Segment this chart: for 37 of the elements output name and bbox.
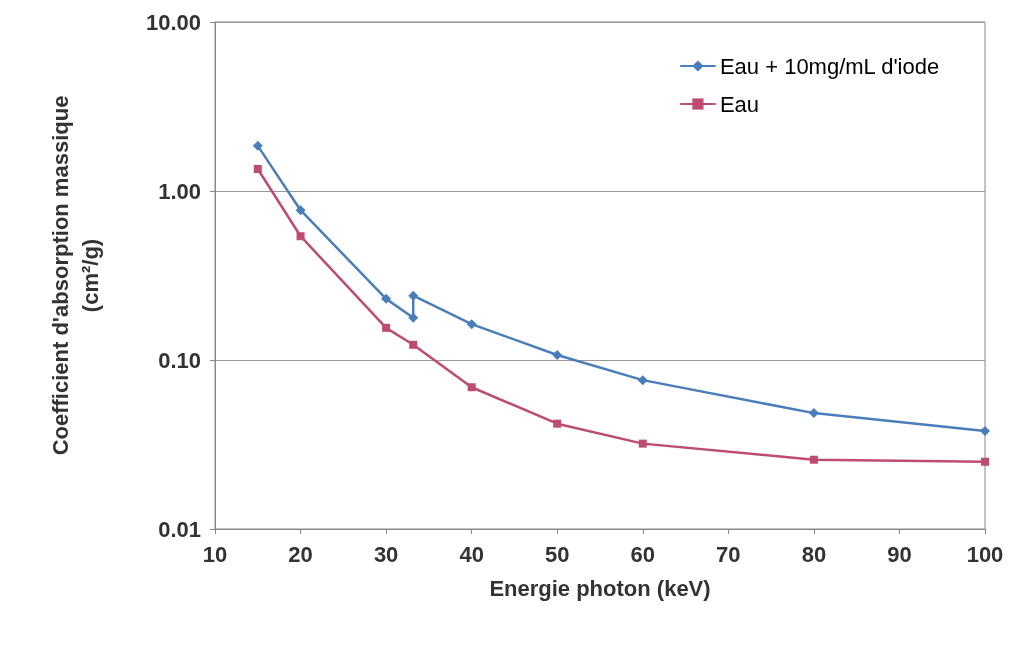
point bbox=[808, 408, 819, 419]
point bbox=[252, 140, 263, 151]
y-tick-label: 0.01 bbox=[158, 516, 201, 542]
point bbox=[552, 350, 563, 361]
point bbox=[467, 383, 476, 392]
x-tick-label: 90 bbox=[887, 541, 912, 567]
x-tick-label: 70 bbox=[716, 541, 741, 567]
point bbox=[408, 312, 419, 323]
x-tick-label: 100 bbox=[966, 541, 1004, 567]
legend-label: Eau + 10mg/mL d'iode bbox=[719, 53, 940, 79]
point bbox=[637, 375, 648, 386]
x-axis-title: Energie photon (keV) bbox=[489, 575, 711, 601]
x-tick-label: 60 bbox=[630, 541, 656, 567]
x-tick-label: 50 bbox=[544, 541, 570, 567]
x-tick-label: 30 bbox=[373, 541, 399, 567]
y-tick-label: 1.00 bbox=[158, 178, 201, 204]
point bbox=[409, 340, 418, 349]
point bbox=[980, 426, 990, 437]
point bbox=[381, 293, 392, 304]
x-tick-label: 40 bbox=[459, 541, 484, 567]
x-tick-label: 20 bbox=[288, 541, 313, 567]
point bbox=[809, 455, 818, 464]
point bbox=[382, 323, 391, 332]
y-tick-label: 10.00 bbox=[145, 9, 201, 35]
x-tick-label: 80 bbox=[801, 541, 827, 567]
point bbox=[553, 419, 562, 428]
point bbox=[638, 439, 647, 448]
point bbox=[408, 290, 419, 301]
y-axis-title: Coefficient d'absorption massique (cm²/g) bbox=[47, 95, 103, 456]
x-tick-label: 10 bbox=[202, 541, 228, 567]
point bbox=[981, 457, 989, 466]
point bbox=[253, 164, 262, 173]
legend-label: Eau bbox=[719, 91, 760, 117]
point bbox=[295, 205, 306, 216]
point bbox=[466, 319, 477, 330]
point bbox=[296, 232, 305, 241]
y-tick-label: 0.10 bbox=[158, 347, 201, 373]
